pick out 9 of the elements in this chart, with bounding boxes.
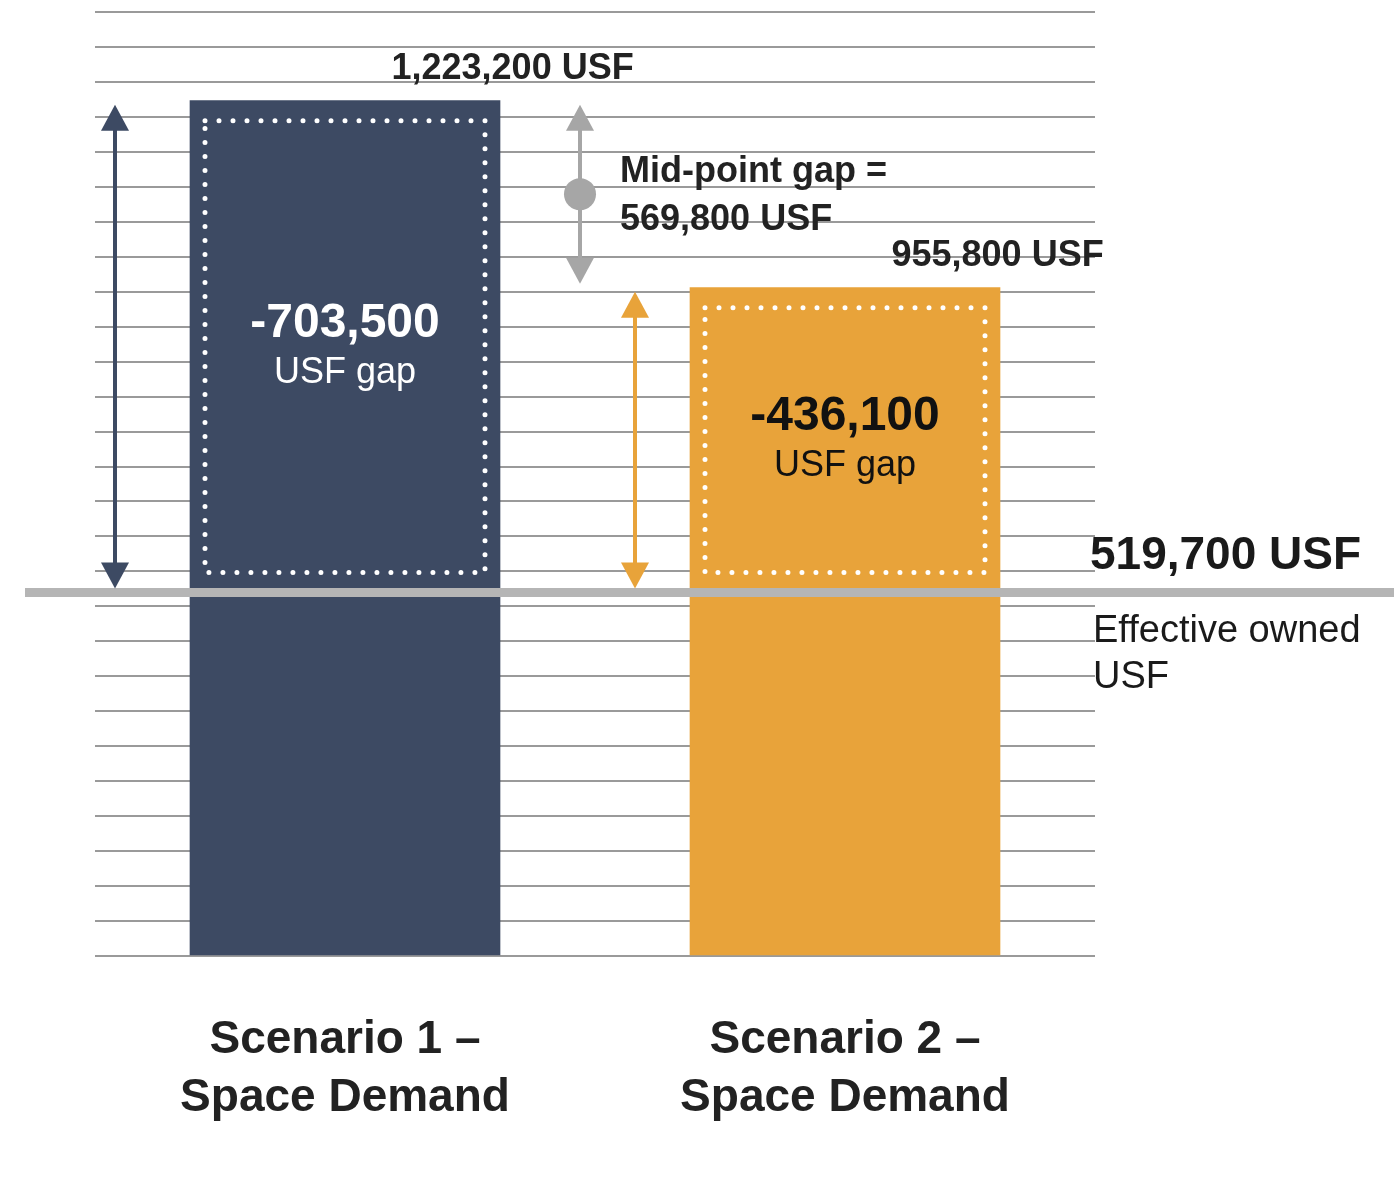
data-label: 955,800 USF [891, 232, 1104, 274]
data-label: 1,223,200 USF [391, 45, 634, 87]
annotation: -703,500 USF gap [250, 293, 440, 391]
annotation: Effective owned USF [1093, 608, 1361, 697]
ref-line-label: 519,700 USF [1090, 526, 1362, 579]
x-tick-label: Scenario 1 – Space Demand [180, 1011, 510, 1121]
x-tick-label: Scenario 2 – Space Demand [680, 1011, 1010, 1121]
annotation: Mid-point gap = 569,800 USF [620, 149, 887, 239]
annotation: -436,100 USF gap [750, 387, 940, 485]
